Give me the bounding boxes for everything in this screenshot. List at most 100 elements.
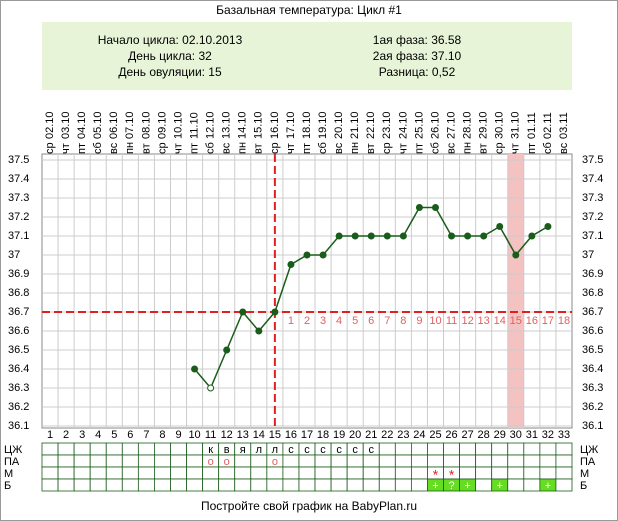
phase2-label: 6 <box>368 315 374 327</box>
x-tick-label: 27 <box>461 429 473 441</box>
phase2-label: 8 <box>400 315 406 327</box>
x-tick-label: 8 <box>159 429 165 441</box>
cell <box>121 442 139 456</box>
date-label: 26.10 <box>429 111 441 139</box>
date-label: 31.10 <box>510 111 522 139</box>
cell-text: ? <box>448 480 454 492</box>
y-tick-label-right: 36.7 <box>582 306 603 318</box>
cell <box>170 478 187 492</box>
cell <box>475 442 493 456</box>
date-label: 21.10 <box>349 111 361 139</box>
date-label: 29.10 <box>478 111 490 139</box>
weekday-label: ср <box>44 142 56 154</box>
cell <box>394 466 412 480</box>
phase2-label: 13 <box>478 315 490 327</box>
x-tick-label: 7 <box>143 429 149 441</box>
weekday-label: чт <box>397 143 409 154</box>
info-left: День овуляции: 15 <box>118 65 222 79</box>
phase2-label: 18 <box>558 315 570 327</box>
cell <box>57 466 75 480</box>
x-tick-label: 30 <box>510 429 522 441</box>
weekday-label: пт <box>413 143 425 154</box>
cell <box>394 454 412 468</box>
temperature-point <box>239 308 247 316</box>
cell <box>186 478 204 492</box>
weekday-label: чт <box>285 143 297 154</box>
cell-text: к <box>208 444 213 456</box>
row-label-right: Б <box>580 480 587 492</box>
cell <box>491 466 509 480</box>
info-left: День цикла: 32 <box>128 49 212 63</box>
cell <box>523 466 541 480</box>
cell <box>378 478 396 492</box>
y-tick-label: 36.5 <box>8 344 29 356</box>
phase2-label: 12 <box>461 315 473 327</box>
x-tick-label: 4 <box>95 429 101 441</box>
cell <box>282 478 300 492</box>
cell <box>491 454 509 468</box>
x-tick-label: 14 <box>253 429 265 441</box>
temperature-point <box>399 232 407 240</box>
info-right: 1ая фаза: 36.58 <box>373 33 462 47</box>
cell <box>73 478 91 492</box>
temperature-point <box>528 232 536 240</box>
x-tick-label: 23 <box>397 429 409 441</box>
cell <box>170 466 187 480</box>
y-tick-label: 36.7 <box>8 306 29 318</box>
cell <box>314 454 332 468</box>
x-tick-label: 26 <box>445 429 457 441</box>
cell <box>539 466 557 480</box>
y-tick-label: 37.3 <box>8 192 29 204</box>
x-tick-label: 32 <box>542 429 554 441</box>
cell <box>89 442 107 456</box>
cell <box>491 442 509 456</box>
cell <box>378 442 396 456</box>
row-label: ЦЖ <box>4 444 22 456</box>
cell <box>475 454 493 468</box>
weekday-label: сб <box>317 142 329 154</box>
cell <box>362 454 380 468</box>
date-label: 20.10 <box>333 111 345 139</box>
cell <box>89 454 107 468</box>
cell-text: + <box>464 480 470 492</box>
y-tick-label-right: 37 <box>582 249 594 261</box>
weekday-label: пт <box>526 143 538 154</box>
x-tick-label: 5 <box>111 429 117 441</box>
cell <box>378 466 396 480</box>
cell <box>555 442 573 456</box>
temperature-point <box>431 204 439 211</box>
date-label: 12.10 <box>205 111 217 139</box>
cell <box>378 454 396 468</box>
x-tick-label: 10 <box>188 429 200 441</box>
y-tick-label: 36.3 <box>8 382 29 394</box>
cell-text: + <box>545 480 551 492</box>
phase2-label: 10 <box>429 315 441 327</box>
cell <box>73 442 91 456</box>
cell <box>137 442 155 456</box>
cell-text: о <box>208 456 214 468</box>
phase2-label: 3 <box>320 315 326 327</box>
cell <box>234 454 252 468</box>
cell <box>121 454 139 468</box>
cell <box>475 478 493 492</box>
x-tick-label: 3 <box>79 429 85 441</box>
cell <box>346 478 364 492</box>
phase2-label: 9 <box>416 315 422 327</box>
x-tick-label: 13 <box>237 429 249 441</box>
temperature-point <box>319 251 327 259</box>
date-label: 09.10 <box>156 111 168 139</box>
date-label: 25.10 <box>413 111 425 139</box>
y-tick-label: 37.5 <box>8 154 29 166</box>
cell <box>507 478 525 492</box>
cell <box>57 442 75 456</box>
cell-text: + <box>432 480 438 492</box>
row-label-right: ЦЖ <box>580 444 598 456</box>
y-tick-label-right: 37.2 <box>582 211 603 223</box>
temperature-point <box>448 232 456 240</box>
cell <box>250 478 268 492</box>
cell <box>154 442 171 456</box>
temperature-point <box>255 327 263 335</box>
cell <box>459 454 477 468</box>
y-tick-label-right: 37.3 <box>582 192 603 204</box>
x-tick-label: 28 <box>478 429 490 441</box>
